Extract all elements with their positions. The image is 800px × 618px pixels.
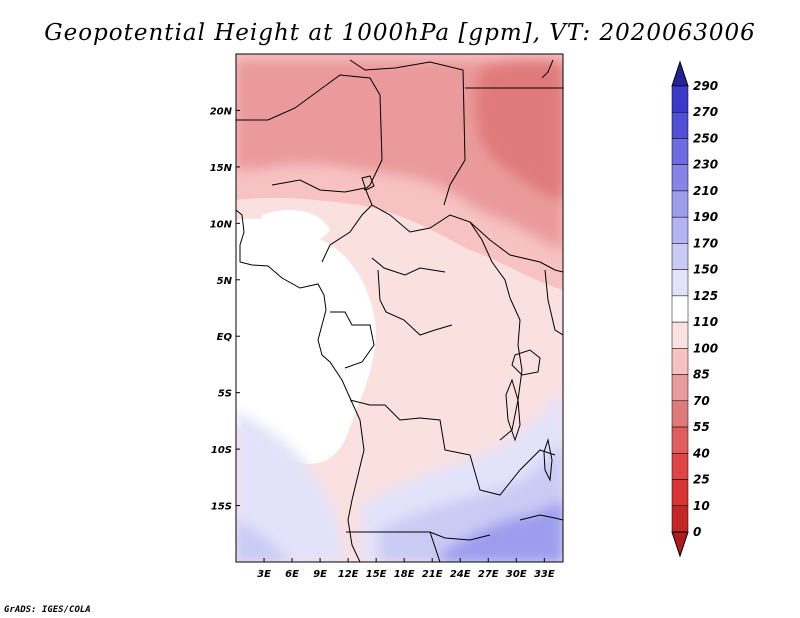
- colorbar-label: 40: [692, 446, 710, 460]
- y-tick-label: 20N: [210, 106, 233, 117]
- colorbar-max-arrow: [671, 60, 689, 87]
- x-tick-label: 6E: [285, 569, 299, 580]
- colorbar-label: 125: [693, 289, 718, 303]
- y-tick-label: EQ: [217, 332, 233, 343]
- colorbar-box: [671, 216, 689, 244]
- border-sudan-south: [469, 221, 563, 273]
- colorbar-box: [671, 111, 689, 139]
- border-angola-south: [346, 531, 491, 541]
- coastline-west: [236, 209, 365, 562]
- colorbar-box: [671, 295, 689, 323]
- field-gulf-white: [262, 210, 330, 247]
- x-tick-label: 18E: [394, 569, 415, 580]
- colorbar: 0 10 25 40 55 70 85 100 110 125 150 170 190 210 230 250…: [671, 60, 718, 558]
- border-niger-chad: [349, 59, 466, 206]
- field-south-light: [236, 410, 345, 562]
- x-tick-label: 21E: [422, 569, 443, 580]
- colorbar-label: 270: [693, 105, 718, 119]
- plot-frame: [235, 53, 564, 563]
- colorbar-label: 170: [693, 236, 718, 250]
- border-namibia: [429, 531, 441, 562]
- border-congo-drc: [377, 269, 453, 336]
- colorbar-box: [671, 426, 689, 454]
- colorbar-label: 70: [693, 394, 710, 408]
- x-tick-label: 9E: [313, 569, 327, 580]
- lake-victoria: [511, 349, 541, 376]
- border-mozambique: [519, 514, 563, 521]
- colorbar-box: [671, 321, 689, 349]
- border-sahara-north: [236, 74, 383, 191]
- colorbar-label: 190: [693, 210, 718, 224]
- border-gabon: [330, 311, 375, 369]
- x-tick-label: 30E: [506, 569, 527, 580]
- border-cameroon-car: [371, 257, 446, 276]
- colorbar-label: 110: [693, 315, 718, 329]
- x-tick-label: 3E: [257, 569, 271, 580]
- border-nigeria: [271, 179, 373, 263]
- colorbar-box: [671, 374, 689, 402]
- colorbar-label: 85: [693, 368, 710, 382]
- colorbar-label: 210: [693, 184, 718, 198]
- x-tick-label: 33E: [534, 569, 555, 580]
- chart-title: Geopotential Height at 1000hPa [gpm], VT…: [44, 20, 756, 46]
- colorbar-label: 25: [693, 473, 710, 487]
- field-sudan: [475, 61, 563, 200]
- coast-east: [541, 59, 554, 79]
- y-tick-label: 10N: [210, 219, 233, 230]
- y-tick-label: 5S: [218, 389, 232, 400]
- colorbar-box: [671, 400, 689, 428]
- x-tick-label: 27E: [478, 569, 499, 580]
- border-ethiopia: [544, 269, 563, 336]
- colorbar-label: 10: [693, 499, 710, 513]
- colorbar-box: [671, 85, 689, 113]
- x-axis: 3E 6E 9E 12E 15E 18E 21E 24E 27E 30E 33E: [257, 558, 555, 580]
- country-borders: [236, 59, 563, 562]
- colorbar-label: 0: [693, 525, 701, 539]
- lake-chad: [361, 175, 375, 191]
- x-tick-label: 15E: [366, 569, 387, 580]
- lake-tanganyika: [505, 378, 521, 442]
- colorbar-box: [671, 190, 689, 218]
- colorbar-box: [671, 505, 689, 533]
- border-car: [371, 204, 511, 299]
- colorbar-label: 150: [693, 263, 718, 277]
- x-tick-label: 24E: [450, 569, 471, 580]
- colorbar-box: [671, 164, 689, 192]
- field-south-deep: [440, 500, 563, 562]
- y-axis: 20N 15N 10N 5N EQ 5S 10S 15S: [210, 106, 240, 513]
- map-field: [236, 54, 563, 562]
- field-white: [236, 218, 376, 464]
- colorbar-label: 230: [693, 158, 718, 172]
- colorbar-box: [671, 453, 689, 480]
- colorbar-label: 290: [693, 79, 718, 93]
- colorbar-box: [671, 479, 689, 507]
- y-tick-label: 5N: [217, 276, 233, 287]
- border-zambia: [469, 449, 556, 496]
- colorbar-box: [671, 269, 689, 297]
- x-tick-label: 12E: [338, 569, 359, 580]
- field-sw-corner: [236, 520, 290, 562]
- colorbar-box: [671, 348, 689, 375]
- lake-malawi: [543, 438, 553, 482]
- border-angola: [349, 399, 471, 456]
- colorbar-label: 55: [693, 420, 710, 434]
- y-tick-label: 15S: [211, 502, 232, 513]
- colorbar-box: [671, 138, 689, 165]
- credit-label: GrADS: IGES/COLA: [4, 605, 91, 615]
- y-tick-label: 10S: [211, 445, 232, 456]
- colorbar-min-arrow: [671, 531, 689, 558]
- y-tick-label: 15N: [210, 163, 233, 174]
- colorbar-box: [671, 243, 689, 270]
- colorbar-label: 250: [693, 131, 718, 145]
- colorbar-label: 100: [693, 341, 718, 355]
